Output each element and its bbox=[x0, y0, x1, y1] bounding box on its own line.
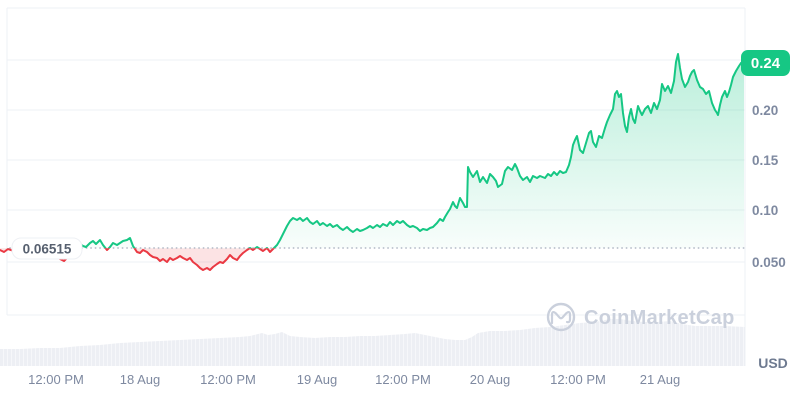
currency-unit-label: USD bbox=[758, 355, 788, 371]
price-line-up-segments bbox=[7, 53, 745, 249]
y-tick-label: 0.050 bbox=[752, 255, 786, 270]
price-line-down-segments bbox=[0, 248, 276, 271]
x-tick-label: 19 Aug bbox=[297, 372, 338, 387]
price-area-fill-up bbox=[0, 54, 744, 249]
y-tick-label: 0.20 bbox=[752, 103, 778, 118]
x-tick-label: 12:00 PM bbox=[375, 372, 431, 387]
coinmarketcap-watermark: CoinMarketCap bbox=[546, 302, 735, 332]
x-tick-label: 12:00 PM bbox=[550, 372, 606, 387]
y-axis-labels: 0.20 0.15 0.10 0.050 bbox=[752, 103, 786, 270]
x-tick-label: 20 Aug bbox=[470, 372, 511, 387]
x-tick-label: 21 Aug bbox=[640, 372, 681, 387]
coinmarketcap-logo-icon bbox=[546, 302, 576, 332]
y-tick-label: 0.15 bbox=[752, 153, 779, 168]
gridlines bbox=[6, 7, 746, 366]
x-tick-label: 12:00 PM bbox=[200, 372, 256, 387]
previous-close-value: 0.06515 bbox=[23, 241, 72, 256]
x-tick-label: 12:00 PM bbox=[28, 372, 84, 387]
coinmarketcap-logo-m-glyph bbox=[550, 310, 572, 325]
current-price-value: 0.24 bbox=[751, 55, 781, 72]
watermark-label: CoinMarketCap bbox=[584, 307, 735, 329]
y-tick-label: 0.10 bbox=[752, 203, 778, 218]
current-price-badge: 0.24 bbox=[741, 50, 790, 76]
x-axis-labels: 12:00 PM 18 Aug 12:00 PM 19 Aug 12:00 PM 20 A… bbox=[28, 372, 680, 387]
previous-close-price-label: 0.06515 bbox=[11, 237, 83, 260]
x-tick-label: 18 Aug bbox=[120, 372, 161, 387]
